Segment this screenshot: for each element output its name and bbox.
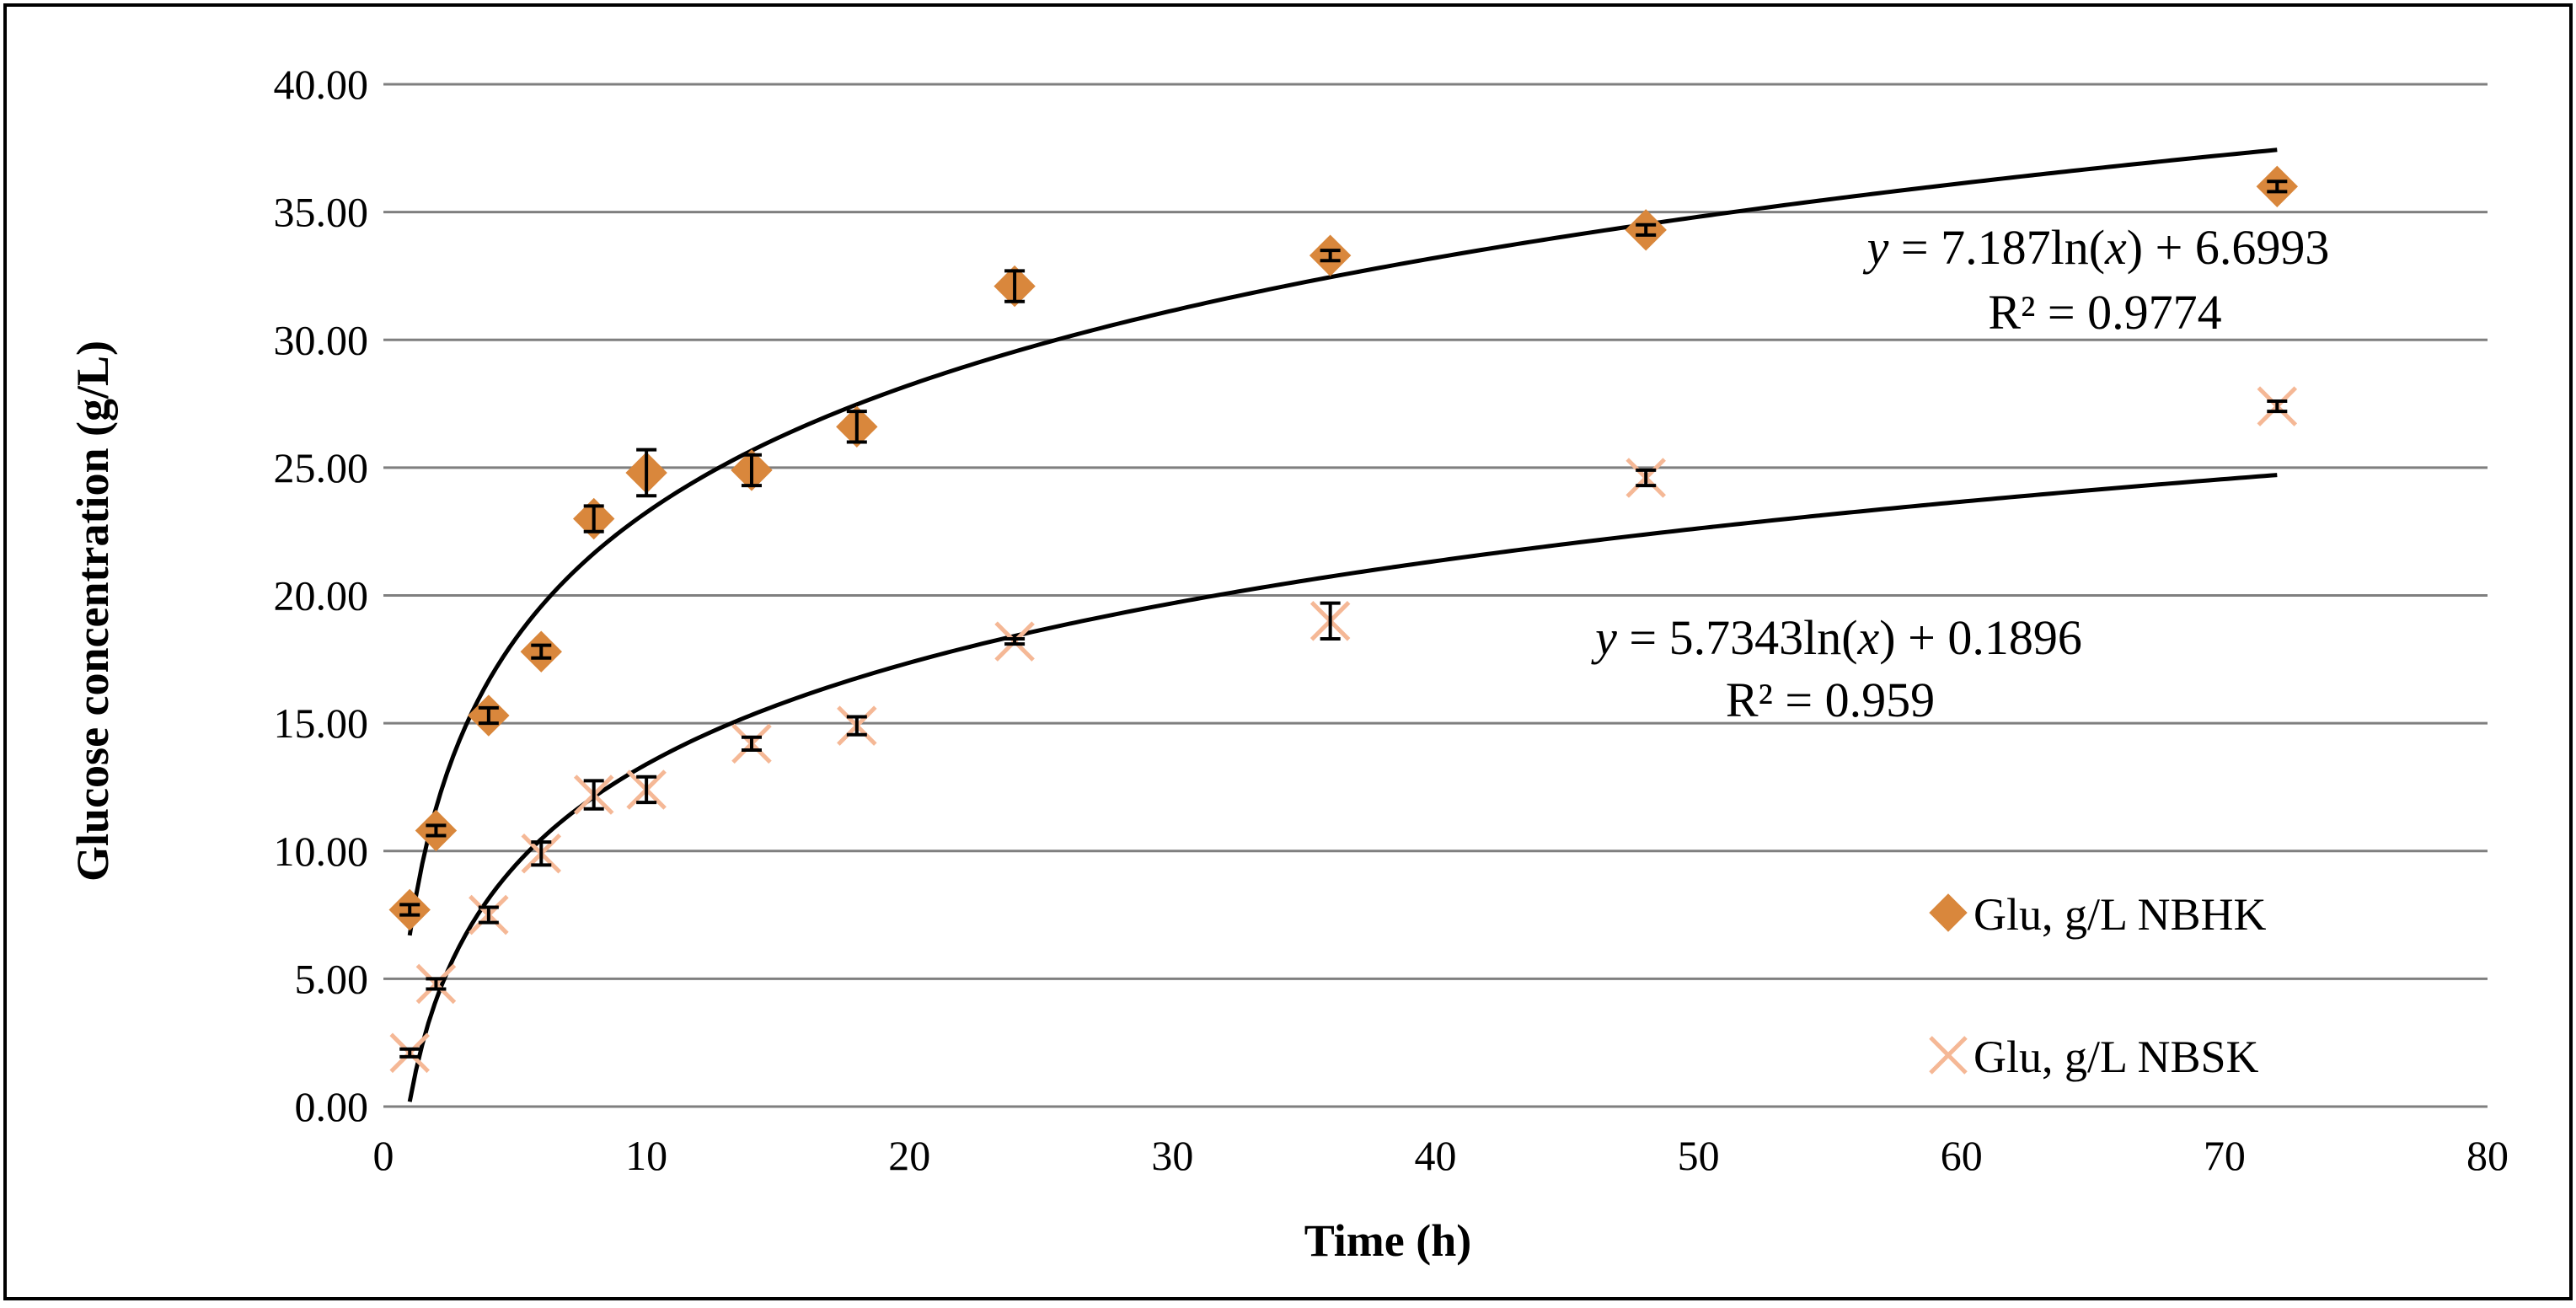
error-bar-nbsk [1004,637,1026,646]
trendlines [407,147,2278,1102]
x-tick-label: 80 [2466,1132,2509,1179]
error-bar-nbhk [1636,222,1657,237]
error-bar-nbsk [636,775,657,805]
y-tick-label: 35.00 [274,189,369,236]
y-tick-label: 40.00 [274,61,369,108]
y-tick-label: 5.00 [295,955,369,1002]
legend-label-nbhk: Glu, g/L NBHK [1974,889,2267,940]
legend-label-nbsk: Glu, g/L NBSK [1974,1032,2259,1082]
y-tick-label: 0.00 [295,1083,369,1130]
error-bar-nbsk [399,1047,420,1059]
legend: Glu, g/L NBHK Glu, g/L NBSK [1929,889,2267,1082]
x-tick-label: 10 [625,1132,667,1179]
error-bar-nbsk [2267,399,2288,414]
marker-x-stroke [1929,1036,1968,1075]
x-tick-label: 30 [1151,1132,1193,1179]
error-bar-nbhk [741,453,762,488]
error-bar-nbsk [1320,601,1341,641]
x-tick-label: 60 [1941,1132,1983,1179]
r2-nbsk: R² = 0.959 [1726,673,1935,727]
legend-x [1929,1036,1968,1075]
error-bar-nbhk [2267,180,2288,194]
x-tick-label: 0 [373,1132,394,1179]
equation-nbsk: y = 5.7343ln(x) + 0.1896 [1591,610,2082,665]
error-bar-nbsk [478,905,499,925]
error-bar-nbhk [426,823,447,838]
legend-diamond [1929,893,1968,932]
y-tick-label: 20.00 [274,572,369,619]
error-bar-nbsk [583,779,604,811]
tick-labels: 0.00 5.00 10.00 15.00 20.00 25.00 30.00 35.00 40… [274,61,2509,1179]
error-bar-nbsk [531,840,552,867]
y-tick-label: 30.00 [274,316,369,363]
x-tick-label: 50 [1678,1132,1720,1179]
chart-frame [3,3,2573,1300]
error-bar-nbsk [741,735,762,752]
legend-marker-nbsk [1929,1036,1968,1075]
y-tick-label: 10.00 [274,828,369,875]
legend-marker-nbhk [1929,893,1968,932]
error-bar-nbhk [1004,269,1026,303]
y-tick-label: 25.00 [274,444,369,491]
error-bar-nbhk [846,410,867,444]
y-tick-label: 15.00 [274,700,369,747]
trendline-nbhk [407,147,2278,936]
error-bar-nbsk [846,715,867,737]
error-bars [399,180,2288,1059]
r2-nbhk: R² = 0.9774 [1988,285,2221,340]
error-bar-nbsk [1636,468,1657,488]
y-axis-title: Glucose concentration (g/L) [67,340,118,882]
error-bar-nbhk [531,643,552,660]
x-tick-label: 20 [888,1132,930,1179]
error-bar-nbhk [636,448,657,498]
error-bar-nbhk [478,705,499,726]
x-tick-label: 40 [1415,1132,1457,1179]
error-bar-nbsk [426,977,447,991]
x-tick-label: 70 [2204,1132,2246,1179]
error-bar-nbhk [583,504,604,533]
equation-nbhk: y = 7.187ln(x) + 6.6993 [1863,220,2330,275]
error-bar-nbhk [1320,249,1341,263]
trendline-nbsk [407,473,2278,1102]
x-axis-title: Time (h) [1304,1215,1472,1266]
error-bar-nbhk [399,903,420,917]
